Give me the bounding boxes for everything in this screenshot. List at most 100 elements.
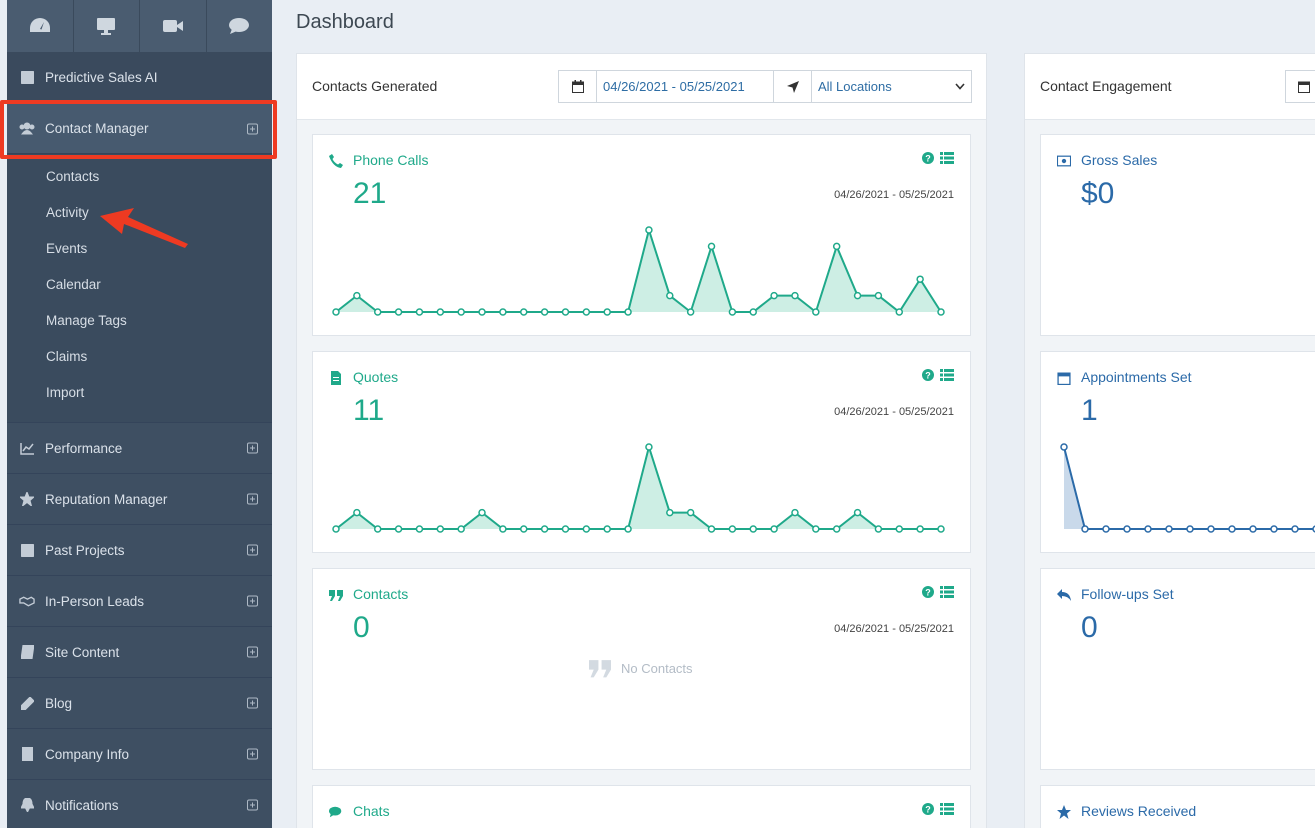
sidebar-item-site-content[interactable]: Site Content — [7, 627, 272, 678]
location-select[interactable]: All Locations — [812, 71, 971, 102]
submenu-item-events[interactable]: Events — [46, 241, 88, 256]
chart-point[interactable] — [1081, 525, 1089, 533]
chart-point[interactable] — [728, 308, 737, 316]
chart-point[interactable] — [686, 308, 695, 316]
chart-point[interactable] — [1228, 525, 1236, 533]
chart-point[interactable] — [1060, 443, 1068, 451]
chart-point[interactable] — [520, 525, 528, 533]
sidebar-item-notifications[interactable]: Notifications — [7, 780, 272, 828]
chart-point[interactable] — [1249, 525, 1257, 533]
submenu-item-import[interactable]: Import — [46, 385, 85, 400]
help-icon[interactable]: ? — [922, 803, 934, 815]
chart-point[interactable] — [895, 525, 904, 533]
chart-point[interactable] — [373, 308, 382, 316]
chart-point[interactable] — [1186, 525, 1194, 533]
chart-point[interactable] — [603, 308, 611, 316]
help-icon[interactable]: ? — [922, 152, 934, 164]
chart-point[interactable] — [1102, 525, 1110, 533]
calendar-button[interactable] — [1285, 70, 1315, 103]
chart-point[interactable] — [499, 308, 507, 316]
chart-point[interactable] — [603, 525, 611, 533]
help-icon[interactable]: ? — [922, 369, 934, 381]
expand-icon[interactable] — [247, 493, 258, 505]
chart-point[interactable] — [332, 525, 340, 533]
chart-point[interactable] — [916, 275, 924, 283]
sidebar-item-past-projects[interactable]: Past Projects — [7, 525, 272, 576]
chart-point[interactable] — [624, 308, 632, 316]
sidebar-item-blog[interactable]: Blog — [7, 678, 272, 729]
chart-point[interactable] — [645, 226, 653, 234]
video-icon[interactable] — [140, 0, 207, 52]
chart-point[interactable] — [415, 308, 424, 316]
chart-point[interactable] — [686, 508, 695, 517]
chart-point[interactable] — [436, 525, 445, 533]
chart-point[interactable] — [540, 525, 549, 533]
expand-icon[interactable] — [247, 799, 258, 811]
chart-point[interactable] — [1207, 525, 1215, 533]
chart-point[interactable] — [728, 525, 737, 533]
chart-point[interactable] — [791, 291, 799, 300]
chart-point[interactable] — [937, 308, 945, 316]
chart-point[interactable] — [436, 308, 445, 316]
chart-point[interactable] — [520, 308, 528, 316]
chart-point[interactable] — [624, 525, 632, 533]
chart-point[interactable] — [1165, 525, 1173, 533]
list-icon[interactable] — [940, 152, 954, 164]
chart-point[interactable] — [332, 308, 340, 316]
chart-point[interactable] — [353, 508, 361, 517]
chart-point[interactable] — [666, 291, 674, 300]
chart-point[interactable] — [832, 242, 841, 251]
list-icon[interactable] — [940, 586, 954, 598]
sidebar-item-in-person-leads[interactable]: In-Person Leads — [7, 576, 272, 627]
sidebar-item-reputation-manager[interactable]: Reputation Manager — [7, 474, 272, 525]
expand-icon[interactable] — [247, 748, 258, 760]
chart-point[interactable] — [874, 525, 883, 533]
sidebar-item-performance[interactable]: Performance — [7, 423, 272, 474]
expand-icon[interactable] — [247, 697, 258, 709]
expand-icon[interactable] — [247, 544, 258, 556]
chart-point[interactable] — [415, 525, 424, 533]
chart-point[interactable] — [353, 291, 361, 300]
expand-icon[interactable] — [247, 646, 258, 658]
chart-point[interactable] — [457, 308, 465, 316]
submenu-item-activity[interactable]: Activity — [46, 205, 89, 220]
chat-icon[interactable] — [207, 0, 273, 52]
monitor-icon[interactable] — [74, 0, 140, 52]
chart-point[interactable] — [582, 525, 591, 533]
chart-point[interactable] — [394, 308, 403, 316]
calendar-button[interactable] — [559, 71, 597, 102]
chart-point[interactable] — [1123, 525, 1131, 533]
expand-icon[interactable] — [247, 595, 258, 607]
sidebar-item-contact-manager[interactable]: Contact Manager — [7, 104, 272, 154]
chart-point[interactable] — [812, 525, 820, 533]
sidebar-item-predictive-sales-ai[interactable]: Predictive Sales AI — [7, 52, 272, 104]
submenu-item-calendar[interactable]: Calendar — [46, 277, 101, 292]
chart-point[interactable] — [749, 308, 757, 316]
list-icon[interactable] — [940, 369, 954, 381]
chart-point[interactable] — [853, 508, 862, 517]
chart-point[interactable] — [582, 308, 591, 316]
submenu-item-manage-tags[interactable]: Manage Tags — [46, 313, 127, 328]
date-range-input[interactable]: 04/26/2021 - 05/25/2021 — [597, 71, 774, 102]
chart-point[interactable] — [1291, 525, 1299, 533]
chart-point[interactable] — [749, 525, 757, 533]
chart-point[interactable] — [770, 291, 778, 300]
chart-point[interactable] — [373, 525, 382, 533]
chart-point[interactable] — [895, 308, 904, 316]
chart-point[interactable] — [707, 242, 716, 251]
chart-point[interactable] — [478, 508, 486, 517]
chart-point[interactable] — [478, 308, 486, 316]
chart-point[interactable] — [1270, 525, 1278, 533]
chart-point[interactable] — [812, 308, 820, 316]
chart-point[interactable] — [499, 525, 507, 533]
chart-point[interactable] — [561, 308, 570, 316]
expand-icon[interactable] — [247, 123, 258, 134]
chart-point[interactable] — [394, 525, 403, 533]
sidebar-item-company-info[interactable]: Company Info — [7, 729, 272, 780]
help-icon[interactable]: ? — [922, 586, 934, 598]
expand-icon[interactable] — [247, 442, 258, 454]
location-button[interactable] — [774, 71, 812, 102]
chart-point[interactable] — [666, 508, 674, 517]
chart-point[interactable] — [853, 291, 862, 300]
chart-point[interactable] — [561, 525, 570, 533]
